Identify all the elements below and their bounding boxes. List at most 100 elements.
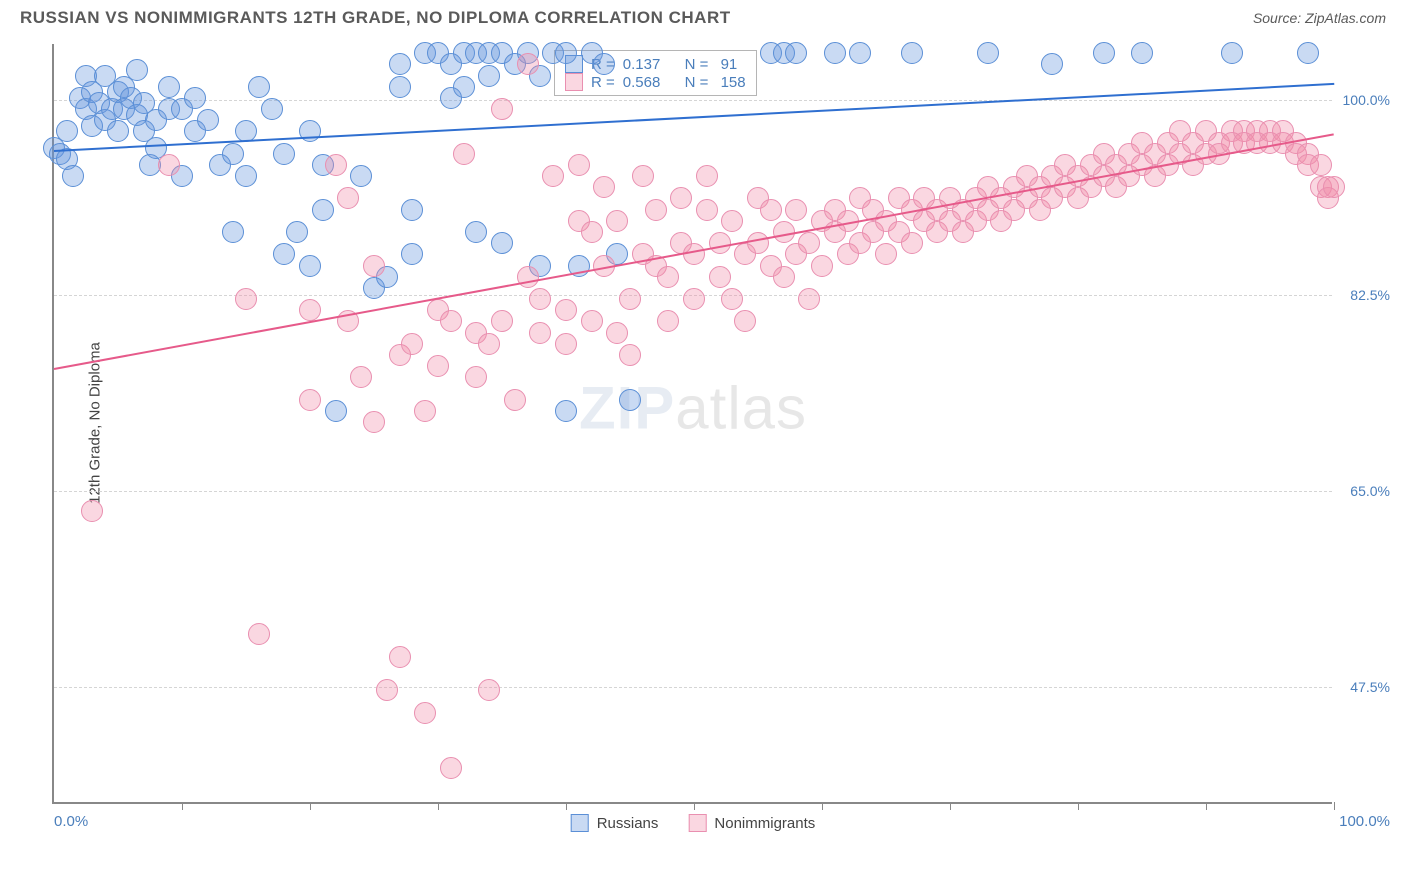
- data-point: [350, 366, 372, 388]
- data-point: [222, 221, 244, 243]
- legend-label: Nonimmigrants: [714, 815, 815, 832]
- data-point: [555, 42, 577, 64]
- data-point: [401, 199, 423, 221]
- data-point: [593, 176, 615, 198]
- legend-item: Russians: [571, 814, 659, 832]
- data-point: [222, 143, 244, 165]
- data-point: [465, 366, 487, 388]
- data-point: [619, 389, 641, 411]
- data-point: [1131, 42, 1153, 64]
- legend-label: Russians: [597, 815, 659, 832]
- data-point: [709, 232, 731, 254]
- data-point: [606, 322, 628, 344]
- data-point: [619, 288, 641, 310]
- data-point: [1221, 42, 1243, 64]
- data-point: [811, 255, 833, 277]
- legend-swatch: [565, 73, 583, 91]
- data-point: [414, 702, 436, 724]
- y-tick-label: 100.0%: [1343, 92, 1390, 108]
- gridline: [54, 491, 1332, 492]
- data-point: [158, 154, 180, 176]
- data-point: [350, 165, 372, 187]
- data-point: [299, 389, 321, 411]
- data-point: [248, 76, 270, 98]
- y-tick-label: 47.5%: [1350, 679, 1390, 695]
- data-point: [325, 400, 347, 422]
- data-point: [81, 500, 103, 522]
- data-point: [696, 165, 718, 187]
- stats-legend-row: R = 0.568 N = 158: [565, 73, 746, 91]
- chart-container: ZIPatlas 12th Grade, No Diploma 0.0% 100…: [52, 44, 1392, 824]
- data-point: [721, 288, 743, 310]
- data-point: [478, 333, 500, 355]
- data-point: [657, 266, 679, 288]
- data-point: [401, 243, 423, 265]
- data-point: [478, 679, 500, 701]
- data-point: [696, 199, 718, 221]
- data-point: [62, 165, 84, 187]
- data-point: [337, 187, 359, 209]
- x-tick: [1206, 802, 1207, 810]
- data-point: [619, 344, 641, 366]
- y-tick-label: 65.0%: [1350, 483, 1390, 499]
- data-point: [453, 76, 475, 98]
- gridline: [54, 100, 1332, 101]
- data-point: [849, 42, 871, 64]
- series-legend: Russians Nonimmigrants: [571, 814, 816, 832]
- data-point: [683, 243, 705, 265]
- x-tick: [438, 802, 439, 810]
- x-tick: [822, 802, 823, 810]
- data-point: [568, 154, 590, 176]
- data-point: [901, 42, 923, 64]
- data-point: [798, 232, 820, 254]
- data-point: [734, 310, 756, 332]
- data-point: [1297, 42, 1319, 64]
- data-point: [363, 411, 385, 433]
- legend-item: Nonimmigrants: [688, 814, 815, 832]
- data-point: [453, 143, 475, 165]
- data-point: [606, 210, 628, 232]
- data-point: [747, 232, 769, 254]
- data-point: [427, 355, 449, 377]
- y-axis-label: 12th Grade, No Diploma: [86, 342, 103, 504]
- data-point: [529, 288, 551, 310]
- data-point: [670, 187, 692, 209]
- gridline: [54, 687, 1332, 688]
- data-point: [977, 42, 999, 64]
- data-point: [593, 53, 615, 75]
- x-tick: [694, 802, 695, 810]
- x-tick: [1334, 802, 1335, 810]
- data-point: [824, 42, 846, 64]
- data-point: [901, 232, 923, 254]
- data-point: [504, 389, 526, 411]
- data-point: [273, 143, 295, 165]
- legend-r-value: 0.568: [623, 74, 661, 91]
- data-point: [1093, 42, 1115, 64]
- data-point: [197, 109, 219, 131]
- chart-title: RUSSIAN VS NONIMMIGRANTS 12TH GRADE, NO …: [20, 8, 731, 28]
- data-point: [158, 76, 180, 98]
- data-point: [632, 165, 654, 187]
- watermark: ZIPatlas: [579, 373, 807, 442]
- data-point: [414, 400, 436, 422]
- data-point: [465, 221, 487, 243]
- data-point: [683, 288, 705, 310]
- data-point: [478, 65, 500, 87]
- legend-swatch: [571, 814, 589, 832]
- data-point: [299, 255, 321, 277]
- data-point: [491, 232, 513, 254]
- data-point: [581, 310, 603, 332]
- data-point: [126, 59, 148, 81]
- x-axis-max-label: 100.0%: [1339, 813, 1390, 830]
- data-point: [286, 221, 308, 243]
- data-point: [760, 199, 782, 221]
- source-label: Source: ZipAtlas.com: [1253, 10, 1386, 26]
- data-point: [56, 120, 78, 142]
- data-point: [517, 53, 539, 75]
- data-point: [248, 623, 270, 645]
- data-point: [235, 165, 257, 187]
- plot-area: ZIPatlas 12th Grade, No Diploma 0.0% 100…: [52, 44, 1332, 804]
- legend-n-label: N =: [685, 56, 709, 73]
- data-point: [555, 333, 577, 355]
- data-point: [721, 210, 743, 232]
